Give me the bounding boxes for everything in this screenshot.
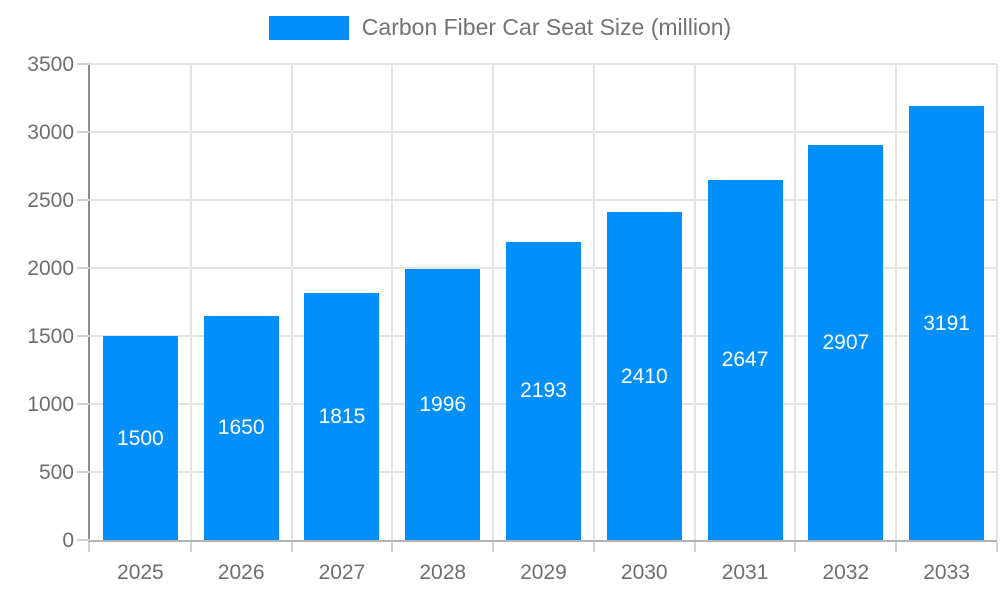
bar-2030[interactable]: 2410 bbox=[606, 212, 682, 540]
x-axis-label-2028: 2028 bbox=[419, 561, 467, 584]
bar-2025[interactable]: 1500 bbox=[102, 336, 178, 540]
y-gridline-3000 bbox=[90, 131, 997, 133]
x-axis-label-2026: 2026 bbox=[217, 561, 265, 584]
bar-value-2030: 2410 bbox=[620, 364, 668, 388]
y-axis-label-2500: 2500 bbox=[27, 189, 74, 212]
x-tick-1 bbox=[189, 542, 192, 552]
x-axis-label-2033: 2033 bbox=[923, 561, 970, 584]
x-gridline-7 bbox=[794, 64, 797, 540]
bar-2029[interactable]: 2193 bbox=[506, 241, 581, 540]
bar-2032[interactable]: 2907 bbox=[808, 144, 884, 540]
y-tick-1000 bbox=[77, 403, 90, 405]
x-axis-label-2029: 2029 bbox=[520, 561, 567, 584]
y-tick-1500 bbox=[77, 335, 90, 337]
legend-marker[interactable] bbox=[268, 15, 349, 40]
bar-value-2033: 3191 bbox=[923, 311, 970, 335]
x-gridline-8 bbox=[895, 64, 898, 540]
bar-value-2026: 1650 bbox=[217, 416, 265, 440]
x-gridline-6 bbox=[693, 64, 696, 540]
y-axis-label-0: 0 bbox=[62, 529, 74, 552]
y-axis-label-3000: 3000 bbox=[27, 121, 74, 144]
x-gridline-1 bbox=[189, 64, 192, 540]
bar-2026[interactable]: 1650 bbox=[203, 315, 279, 540]
x-tick-8 bbox=[895, 542, 898, 552]
x-axis-label-2032: 2032 bbox=[822, 561, 870, 584]
y-tick-0 bbox=[77, 539, 90, 541]
y-gridline-3500 bbox=[90, 63, 997, 65]
x-gridline-5 bbox=[592, 64, 595, 540]
bar-value-2027: 1815 bbox=[318, 405, 366, 429]
bar-2028[interactable]: 1996 bbox=[405, 268, 481, 540]
bar-2031[interactable]: 2647 bbox=[707, 180, 783, 540]
y-axis-label-500: 500 bbox=[38, 461, 74, 484]
x-axis-label-2031: 2031 bbox=[721, 561, 769, 584]
x-tick-0 bbox=[88, 542, 90, 552]
bar-value-2025: 1500 bbox=[117, 426, 164, 450]
x-tick-3 bbox=[391, 542, 394, 552]
x-axis-label-2030: 2030 bbox=[620, 561, 668, 584]
x-gridline-3 bbox=[391, 64, 394, 540]
bar-value-2028: 1996 bbox=[419, 392, 467, 416]
x-tick-2 bbox=[290, 542, 293, 552]
x-gridline-4 bbox=[492, 64, 495, 540]
x-tick-6 bbox=[693, 542, 696, 552]
y-tick-2000 bbox=[77, 267, 90, 269]
legend-label: Carbon Fiber Car Seat Size (million) bbox=[361, 14, 732, 40]
x-axis-label-2027: 2027 bbox=[318, 561, 366, 584]
bar-value-2029: 2193 bbox=[520, 379, 567, 403]
y-tick-2500 bbox=[77, 199, 90, 201]
x-gridline-2 bbox=[290, 64, 293, 540]
y-axis-label-1000: 1000 bbox=[27, 393, 74, 416]
y-axis-label-1500: 1500 bbox=[27, 325, 74, 348]
x-tick-7 bbox=[794, 542, 797, 552]
bar-value-2031: 2647 bbox=[721, 348, 769, 372]
bar-value-2032: 2907 bbox=[822, 330, 870, 354]
legend[interactable]: Carbon Fiber Car Seat Size (million) bbox=[0, 14, 1000, 41]
x-axis-label-2025: 2025 bbox=[117, 561, 164, 584]
x-tick-9 bbox=[996, 542, 998, 552]
x-gridline-9 bbox=[996, 64, 998, 540]
x-tick-4 bbox=[492, 542, 495, 552]
bar-2027[interactable]: 1815 bbox=[304, 293, 380, 540]
y-tick-500 bbox=[77, 471, 90, 473]
y-axis-label-2000: 2000 bbox=[27, 257, 74, 280]
y-tick-3000 bbox=[77, 131, 90, 133]
y-axis-label-3500: 3500 bbox=[27, 53, 74, 76]
bar-2033[interactable]: 3191 bbox=[909, 106, 985, 540]
y-tick-3500 bbox=[77, 63, 90, 65]
plot-area: 0 500 1000 1500 2000 2500 3000 3500 1500 2025 1650… bbox=[27, 54, 998, 583]
x-tick-5 bbox=[592, 542, 595, 552]
y-gridline-2500 bbox=[90, 199, 997, 201]
